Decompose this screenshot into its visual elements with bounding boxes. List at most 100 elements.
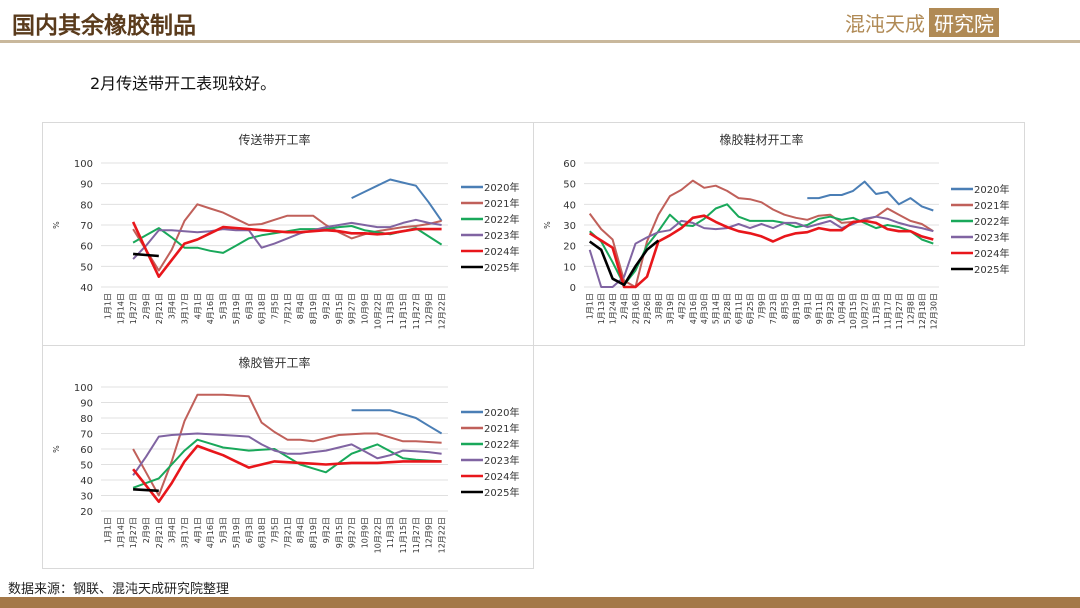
chart-rubber-hose: 橡胶管开工率% 20 30 40 50 60 70 80 90 100 1月1日 1月14日 1月27日… (52, 355, 519, 553)
x-tick-label: 10月9日 (360, 293, 369, 324)
y-tick-label: 90 (80, 399, 93, 410)
legend-label: 2021年 (484, 422, 519, 435)
x-tick-label: 12月22日 (438, 293, 447, 329)
x-tick-label: 1月13日 (597, 293, 606, 324)
x-tick-label: 3月17日 (181, 293, 190, 324)
x-tick-label: 6月3日 (245, 517, 254, 543)
logo-box-text: 研究院 (929, 8, 999, 37)
series-line-2024 (132, 444, 442, 503)
x-tick-label: 4月16日 (206, 517, 215, 548)
x-tick-label: 2月26日 (643, 293, 652, 324)
y-tick-label: 30 (563, 221, 576, 232)
x-tick-label: 10月22日 (373, 293, 382, 329)
x-tick-label: 12月9日 (425, 517, 434, 548)
legend-label: 2020年 (974, 183, 1009, 196)
y-tick-label: 80 (80, 414, 93, 425)
x-tick-label: 11月27日 (412, 293, 421, 329)
legend-label: 2021年 (974, 199, 1009, 212)
x-tick-label: 12月30日 (929, 293, 938, 329)
data-source-note: 数据来源：钢联、混沌天成研究院整理 (8, 582, 230, 597)
series-line-2023 (132, 432, 442, 476)
y-tick-label: 40 (80, 283, 93, 294)
brand-logo: 混沌天成 研究院 (845, 8, 999, 37)
x-tick-label: 4月1日 (193, 517, 202, 543)
x-tick-label: 8月4日 (296, 293, 305, 319)
series-line-2025 (588, 239, 660, 287)
x-tick-label: 3月19日 (666, 293, 675, 324)
x-tick-label: 3月17日 (181, 517, 190, 548)
x-tick-label: 9月15日 (335, 517, 344, 548)
x-tick-label: 6月25日 (746, 293, 755, 324)
y-tick-label: 80 (80, 200, 93, 211)
series-line-2023 (588, 215, 934, 288)
x-tick-label: 5月19日 (232, 517, 241, 548)
x-tick-label: 11月27日 (895, 293, 904, 329)
x-tick-label: 5月28日 (723, 293, 732, 324)
x-tick-label: 10月27日 (861, 293, 870, 329)
series-line-2023 (132, 218, 442, 260)
legend-label: 2022年 (974, 215, 1009, 228)
x-tick-label: 11月17日 (883, 293, 892, 329)
x-tick-label: 9月11日 (815, 293, 824, 324)
y-tick-label: 20 (563, 242, 576, 253)
header-divider (0, 40, 1080, 43)
series-line-2024 (589, 214, 934, 289)
series-line-2020 (807, 180, 934, 212)
chart-panel-conveyor: 传送带开工率% 40 50 60 70 80 90 100 1月1日 1月14日 1月27日 2月9日… (42, 122, 534, 346)
y-tick-label: 70 (80, 430, 93, 441)
series-line-2021 (132, 203, 442, 272)
legend-label: 2020年 (484, 406, 519, 419)
x-tick-label: 2月21日 (155, 293, 164, 324)
x-tick-label: 1月14日 (116, 517, 125, 548)
x-tick-label: 4月30日 (700, 293, 709, 324)
slide-subtitle: 2月传送带开工表现较好。 (90, 74, 277, 93)
y-tick-label: 30 (80, 492, 93, 503)
legend-label: 2024年 (974, 247, 1009, 260)
x-tick-label: 7月23日 (769, 293, 778, 324)
chart-title: 传送带开工率 (238, 132, 310, 147)
y-tick-label: 50 (563, 180, 576, 191)
y-tick-label: 40 (563, 200, 576, 211)
x-tick-label: 9月2日 (322, 293, 331, 319)
y-tick-label: 100 (74, 159, 93, 170)
series-line-2022 (589, 203, 934, 286)
x-tick-label: 3月4日 (168, 517, 177, 543)
legend-label: 2023年 (484, 454, 519, 467)
x-tick-label: 6月3日 (245, 293, 254, 319)
x-tick-label: 11月15日 (399, 517, 408, 553)
chart-title: 橡胶管开工率 (238, 355, 310, 370)
y-tick-label: 0 (570, 283, 576, 294)
x-tick-label: 2月16日 (632, 293, 641, 324)
x-tick-label: 5月3日 (219, 517, 228, 543)
x-tick-label: 1月24日 (609, 293, 618, 324)
x-tick-label: 3月8日 (654, 293, 663, 319)
x-tick-label: 4月1日 (193, 293, 202, 319)
x-tick-label: 2月21日 (155, 517, 164, 548)
chart-panel-shoe: 橡胶鞋材开工率% 0 10 20 30 40 50 60 1月1日 1月13日 1月24日 2月4日 2… (533, 122, 1025, 346)
legend-label: 2025年 (484, 486, 519, 499)
x-tick-label: 3月4日 (168, 293, 177, 319)
y-tick-label: 90 (80, 180, 93, 191)
x-tick-label: 10月22日 (373, 517, 382, 553)
y-tick-label: 50 (80, 262, 93, 273)
series-line-2020 (351, 409, 443, 435)
y-tick-label: 20 (80, 507, 93, 518)
x-tick-label: 1月1日 (103, 293, 112, 319)
x-tick-label: 7月21日 (283, 517, 292, 548)
x-tick-label: 4月16日 (206, 293, 215, 324)
x-tick-label: 12月22日 (438, 517, 447, 553)
x-tick-label: 1月14日 (116, 293, 125, 324)
series-line-2020 (351, 178, 443, 222)
legend-label: 2020年 (484, 181, 519, 194)
y-tick-label: 50 (80, 461, 93, 472)
chart-title: 橡胶鞋材开工率 (719, 132, 803, 147)
y-tick-label: 100 (74, 383, 93, 394)
legend-label: 2023年 (484, 229, 519, 242)
y-axis-label: % (52, 221, 61, 229)
x-tick-label: 10月4日 (838, 293, 847, 324)
x-tick-label: 7月5日 (271, 293, 280, 319)
legend-label: 2025年 (484, 261, 519, 274)
x-tick-label: 12月18日 (918, 293, 927, 329)
y-tick-label: 10 (563, 262, 576, 273)
series-line-2021 (132, 393, 442, 497)
